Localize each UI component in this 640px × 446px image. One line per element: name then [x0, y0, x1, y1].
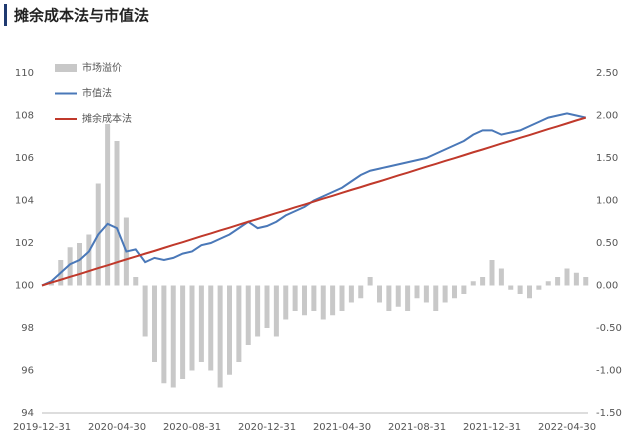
bar	[386, 285, 392, 311]
x-tick-label: 2021-08-31	[388, 422, 446, 433]
y2-tick-label: -0.50	[596, 323, 622, 334]
bar	[302, 285, 307, 316]
bar	[508, 285, 514, 290]
bar	[367, 277, 373, 286]
bar	[470, 281, 476, 286]
y-tick-label: 102	[15, 238, 34, 249]
bar	[67, 247, 73, 286]
bar	[180, 285, 186, 379]
legend-swatch	[55, 64, 77, 72]
y2-tick-label: 1.00	[596, 196, 618, 207]
bar	[264, 285, 270, 328]
x-tick-label: 2020-12-31	[238, 422, 296, 433]
y2-tick-label: 0.50	[596, 238, 618, 249]
bar	[142, 285, 148, 337]
y2-tick-label: 0.00	[596, 281, 618, 292]
bar	[498, 268, 504, 286]
x-tick-label: 2022-04-30	[538, 422, 596, 433]
bar	[311, 285, 317, 311]
bar	[461, 285, 467, 294]
bar	[255, 285, 261, 337]
y-tick-label: 106	[15, 153, 34, 164]
bar	[536, 285, 542, 290]
bar	[273, 285, 279, 337]
y2-tick-label: -1.00	[596, 366, 622, 377]
y-tick-label: 100	[15, 281, 34, 292]
x-tick-label: 2021-04-30	[313, 422, 371, 433]
bar	[236, 285, 242, 362]
bar	[245, 285, 251, 345]
y2-tick-label: 2.00	[596, 111, 618, 122]
legend-label: 摊余成本法	[82, 112, 132, 125]
y2-tick-label: -1.50	[596, 408, 622, 419]
bar	[339, 285, 345, 311]
x-tick-label: 2020-08-31	[163, 422, 221, 433]
bar	[489, 260, 495, 286]
bar	[545, 281, 551, 286]
chart-title: 摊余成本法与市值法	[14, 7, 149, 25]
bar	[330, 285, 336, 316]
bar	[423, 285, 429, 303]
bar	[189, 285, 195, 371]
x-tick-label: 2020-04-30	[88, 422, 146, 433]
bar	[480, 277, 486, 286]
bar	[133, 277, 139, 286]
line	[41, 112, 586, 287]
x-tick-label: 2019-12-31	[13, 422, 71, 433]
x-tick-label: 2021-12-31	[463, 422, 521, 433]
bar	[198, 285, 204, 362]
y2-tick-label: 1.50	[596, 153, 618, 164]
bar	[433, 285, 439, 311]
legend-label: 市值法	[82, 87, 112, 100]
bar	[405, 285, 411, 311]
bar	[348, 285, 354, 303]
y-tick-label: 108	[15, 111, 34, 122]
bar	[208, 285, 214, 371]
bar	[227, 285, 232, 375]
line	[41, 116, 587, 287]
y-tick-label: 94	[21, 408, 34, 419]
bar	[86, 234, 92, 286]
y-tick-label: 104	[15, 196, 34, 207]
bar	[320, 285, 326, 320]
bar	[377, 285, 382, 303]
bar	[573, 272, 579, 286]
legend-label: 市场溢价	[82, 61, 122, 74]
bar	[105, 124, 111, 286]
bar	[452, 285, 457, 299]
bar	[292, 285, 298, 311]
bar	[170, 285, 176, 388]
bar	[414, 285, 420, 299]
y2-tick-label: 2.50	[596, 68, 618, 79]
bar	[283, 285, 289, 320]
bar	[77, 243, 82, 286]
bar	[517, 285, 523, 294]
bar	[161, 285, 167, 384]
bar	[564, 268, 570, 286]
bar	[152, 285, 157, 362]
bar	[114, 141, 120, 286]
bar	[395, 285, 401, 307]
bar	[442, 285, 448, 303]
bar	[555, 277, 561, 286]
y-tick-label: 98	[21, 323, 34, 334]
bar	[527, 285, 532, 299]
title-marker	[4, 4, 7, 26]
bar	[583, 277, 589, 286]
bar	[217, 285, 223, 388]
y-tick-label: 110	[15, 68, 34, 79]
bar	[358, 285, 364, 299]
y-tick-label: 96	[21, 366, 34, 377]
